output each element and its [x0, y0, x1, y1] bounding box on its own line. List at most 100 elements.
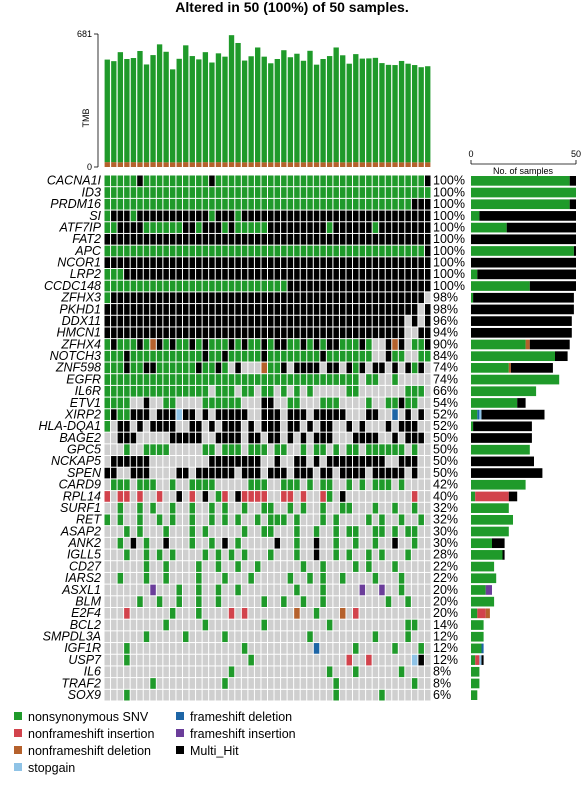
- cell-BLM-6: [137, 596, 143, 607]
- cell-SMPDL3A-34: [320, 631, 326, 643]
- cell-ASXL1-19: [222, 584, 228, 596]
- cell-SURF1-28: [281, 502, 287, 514]
- cell-BAGE2-7: [143, 432, 150, 444]
- cell-ASAP2-28: [281, 526, 287, 537]
- cell-LRP2-42: [372, 269, 379, 280]
- cell-SURF1-30: [294, 502, 300, 514]
- cell-BLM-12: [176, 596, 182, 607]
- cell-IL6-47: [405, 666, 411, 678]
- cell-ID3-26: [268, 187, 274, 198]
- cell-HLA-DQA1-35: [326, 420, 333, 432]
- sample-bar-CACNA1I-G: [471, 176, 570, 186]
- cell-USP7-49: [418, 654, 424, 666]
- cell-FAT2-46: [398, 233, 405, 245]
- cell-PRDM16-17: [209, 198, 215, 210]
- cell-GPC5-36: [333, 444, 339, 456]
- legend-swatch: [14, 763, 22, 771]
- cell-IGLL5-42: [372, 549, 379, 561]
- cell-RPL14-48: [411, 491, 418, 502]
- cell-EGFR-12: [176, 374, 182, 385]
- cell-ANK2-13: [182, 537, 189, 549]
- cell-ZFHX3-16: [202, 292, 209, 304]
- cell-NCOR1-25: [261, 257, 267, 269]
- cell-IL6-40: [359, 666, 366, 678]
- cell-ZNF598-2: [111, 362, 117, 374]
- sample-bar-BLM-G: [471, 596, 495, 607]
- cell-IARS2-24: [254, 572, 261, 584]
- percent-label: 30%: [433, 524, 458, 538]
- cell-EGFR-15: [196, 374, 202, 385]
- cell-DDX11-44: [385, 315, 392, 327]
- cell-IL6-12: [176, 666, 182, 678]
- cell-NCKAP5-1: [104, 456, 111, 467]
- cell-BLM-48: [411, 596, 418, 607]
- cell-ANK2-49: [418, 537, 424, 549]
- gene-label: BAGE2: [59, 431, 101, 445]
- cell-E2F4-21: [235, 607, 241, 619]
- cell-NCKAP5-10: [163, 456, 169, 467]
- cell-ANK2-42: [372, 537, 379, 549]
- cell-CARD9-38: [346, 479, 353, 491]
- cell-NOTCH3-27: [274, 350, 281, 362]
- cell-LRP2-15: [196, 269, 202, 280]
- cell-APC-30: [294, 245, 300, 257]
- cell-E2F4-8: [150, 607, 156, 619]
- cell-SURF1-4: [124, 502, 130, 514]
- cell-ZFHX3-31: [300, 292, 307, 304]
- cell-XIRP2-47: [405, 409, 411, 420]
- cell-NCKAP5-11: [169, 456, 176, 467]
- sample-bar-ATF7IP-G: [471, 222, 507, 233]
- cell-CCDC148-9: [156, 280, 163, 292]
- cell-ZNF598-32: [307, 362, 313, 374]
- cell-IL6-4: [124, 666, 130, 678]
- cell-CD27-14: [189, 561, 196, 572]
- cell-IARS2-25: [261, 572, 267, 584]
- cell-EGFR-41: [366, 374, 372, 385]
- cell-NCKAP5-13: [182, 456, 189, 467]
- cell-IL6R-39: [353, 385, 359, 397]
- cell-USP7-28: [281, 654, 287, 666]
- cell-PKHD1-35: [326, 304, 333, 315]
- cell-E2F4-46: [398, 607, 405, 619]
- gene-label: SPEN: [67, 466, 102, 480]
- cell-IL6R-29: [287, 385, 294, 397]
- gene-label: EGFR: [66, 372, 101, 386]
- cell-NCKAP5-45: [392, 456, 398, 467]
- cell-SOX9-20: [228, 689, 235, 701]
- cell-ID3-36: [333, 187, 339, 198]
- cell-LRP2-38: [346, 269, 353, 280]
- cell-ID3-19: [222, 187, 228, 198]
- tmb-bar-other-5: [130, 162, 137, 167]
- cell-ID3-32: [307, 187, 313, 198]
- tmb-bar-other-15: [196, 162, 202, 167]
- cell-CARD9-47: [405, 479, 411, 491]
- sample-bar-ZNF598-K: [510, 363, 553, 373]
- cell-SPEN-27: [274, 467, 281, 479]
- cell-SPEN-49: [418, 467, 424, 479]
- cell-PKHD1-10: [163, 304, 169, 315]
- cell-NCKAP5-42: [372, 456, 379, 467]
- cell-NCKAP5-19: [222, 456, 228, 467]
- cell-EGFR-8: [150, 374, 156, 385]
- sample-bar-HLA-DQA1-G: [471, 421, 474, 432]
- cell-NCKAP5-41: [366, 456, 372, 467]
- cell-ATF7IP-48: [411, 222, 418, 233]
- cell-TRAF2-13: [182, 678, 189, 689]
- cell-LRP2-26: [268, 269, 274, 280]
- cell-IL6R-2: [111, 385, 117, 397]
- cell-PRDM16-14: [189, 198, 196, 210]
- gene-label: IGF1R: [64, 641, 101, 655]
- cell-SI-7: [143, 210, 150, 222]
- percent-label: 32%: [433, 513, 458, 527]
- gene-label: NCOR1: [57, 256, 101, 270]
- cell-ZFHX3-13: [182, 292, 189, 304]
- cell-NOTCH3-22: [241, 350, 248, 362]
- cell-SOX9-39: [353, 689, 359, 701]
- cell-ATF7IP-45: [392, 222, 398, 233]
- cell-SPEN-48: [411, 467, 418, 479]
- cell-ANK2-36: [333, 537, 339, 549]
- cell-E2F4-28: [281, 607, 287, 619]
- cell-CCDC148-30: [294, 280, 300, 292]
- sample-bar-IGF1R-G: [471, 643, 482, 654]
- cell-PRDM16-24: [254, 198, 261, 210]
